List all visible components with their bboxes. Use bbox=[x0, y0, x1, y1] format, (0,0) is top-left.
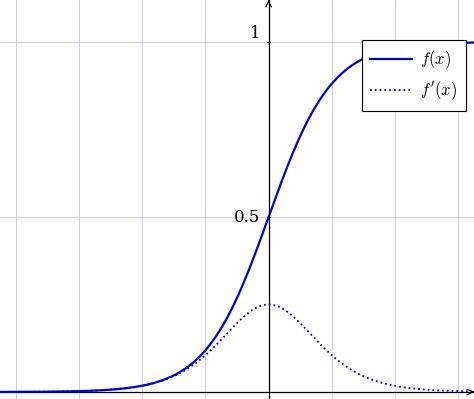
$f(x)$ bbox=[227, 311, 232, 316]
Text: 0.5: 0.5 bbox=[234, 209, 261, 225]
Line: $f'(x)$: $f'(x)$ bbox=[0, 304, 474, 392]
$f'(x)$ bbox=[212, 344, 218, 348]
$f(x)$ bbox=[389, 47, 394, 51]
$f'(x)$ bbox=[266, 302, 272, 307]
$f'(x)$ bbox=[227, 328, 232, 333]
Text: 1: 1 bbox=[250, 25, 261, 42]
Legend: $f(x)$, $f'(x)$: $f(x)$, $f'(x)$ bbox=[362, 40, 465, 111]
$f(x)$ bbox=[212, 335, 218, 340]
$f'(x)$ bbox=[389, 383, 394, 387]
Line: $f(x)$: $f(x)$ bbox=[0, 42, 474, 392]
